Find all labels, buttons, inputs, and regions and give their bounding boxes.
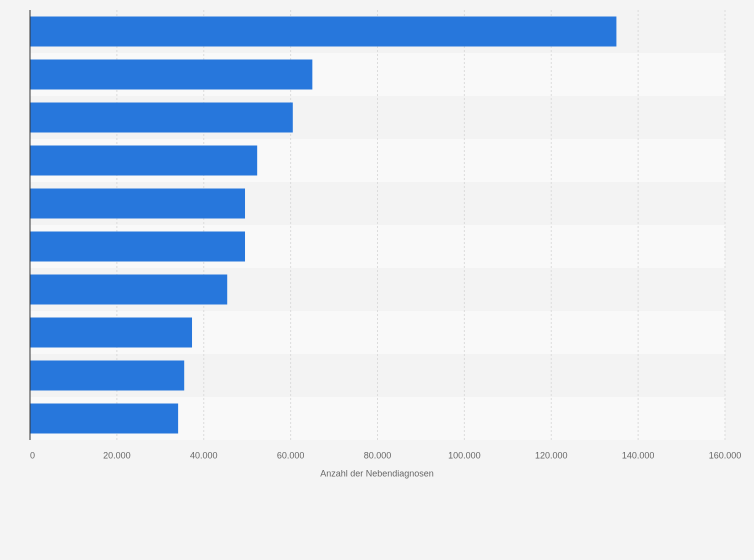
bar xyxy=(30,102,293,133)
x-tick-label: 40.000 xyxy=(190,450,218,460)
bar xyxy=(30,188,246,219)
x-tick-label: 80.000 xyxy=(364,450,392,460)
x-tick-label: 100.000 xyxy=(448,450,481,460)
bar xyxy=(30,231,246,262)
bar xyxy=(30,145,258,176)
bar xyxy=(30,403,179,434)
bar xyxy=(30,59,313,90)
bar xyxy=(30,274,228,305)
x-tick-label: 160.000 xyxy=(709,450,742,460)
x-tick-label: 0 xyxy=(30,450,35,460)
x-axis-label: Anzahl der Nebendiagnosen xyxy=(320,468,434,478)
x-tick-label: 140.000 xyxy=(622,450,655,460)
bar xyxy=(30,317,193,348)
x-tick-label: 60.000 xyxy=(277,450,305,460)
bar xyxy=(30,16,617,47)
x-tick-label: 120.000 xyxy=(535,450,568,460)
x-tick-label: 20.000 xyxy=(103,450,131,460)
bar xyxy=(30,360,185,391)
